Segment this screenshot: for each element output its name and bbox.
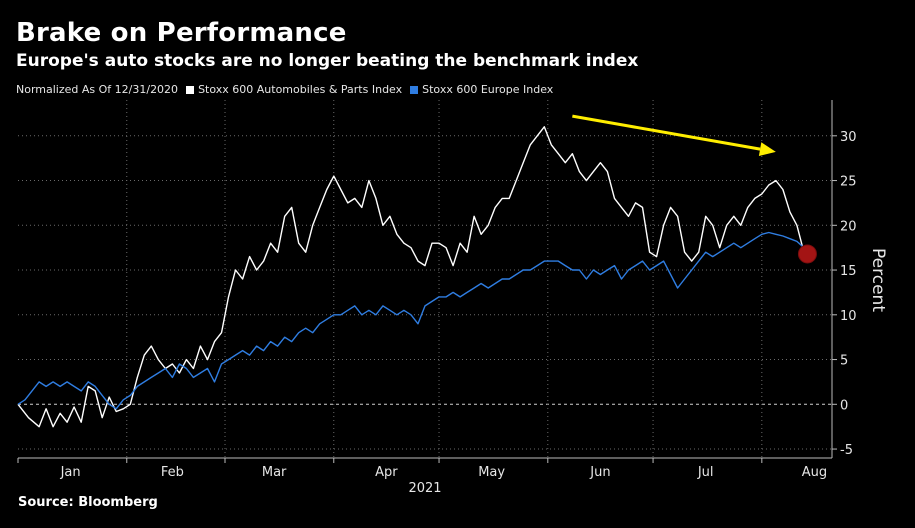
series-lines xyxy=(17,126,805,428)
y-tick-label: 20 xyxy=(840,219,857,234)
x-tick-label: Mar xyxy=(262,465,287,480)
x-tick-label: Aug xyxy=(802,465,827,480)
y-tick-label: 0 xyxy=(840,398,848,413)
y-tick-label: 25 xyxy=(840,175,857,190)
y-tick-label: 10 xyxy=(840,309,857,324)
x-axis-label: 2021 xyxy=(408,481,441,496)
legend-note: Normalized As Of 12/31/2020 xyxy=(16,83,179,96)
grid xyxy=(18,100,832,458)
y-tick-label: 30 xyxy=(840,130,857,145)
legend-swatch-autos xyxy=(186,85,195,94)
axes xyxy=(17,100,837,463)
x-tick-label: Jun xyxy=(589,465,610,480)
x-tick-label: Apr xyxy=(375,465,398,480)
x-tick-label: Jan xyxy=(60,465,81,480)
x-tick-label: May xyxy=(478,465,505,480)
chart-title: Brake on Performance xyxy=(16,18,347,48)
series-line-europe xyxy=(17,231,805,410)
source-note: Source: Bloomberg xyxy=(18,495,158,510)
annotations xyxy=(572,114,817,264)
legend-item-europe: Stoxx 600 Europe Index xyxy=(410,83,553,96)
x-tick-label: Feb xyxy=(161,465,184,480)
y-axis-label: Percent xyxy=(868,248,888,312)
annotation-marker xyxy=(797,244,817,264)
y-tick-label: 5 xyxy=(840,354,848,369)
annotation-arrow-head xyxy=(758,142,776,157)
series-line-autos xyxy=(17,126,805,428)
axis-labels: -5 0 5 10 15 20 25 30 Jan Feb Mar Apr May Jun Jul Aug 20… xyxy=(60,130,888,496)
legend-label-europe: Stoxx 600 Europe Index xyxy=(422,83,554,96)
legend-item-autos: Stoxx 600 Automobiles & Parts Index xyxy=(186,83,402,96)
y-tick-label: -5 xyxy=(840,443,853,458)
y-tick-label: 15 xyxy=(840,264,857,279)
legend-label-autos: Stoxx 600 Automobiles & Parts Index xyxy=(198,83,403,96)
legend-swatch-europe xyxy=(410,85,419,94)
annotation-arrow-shaft xyxy=(572,114,761,151)
x-tick-label: Jul xyxy=(697,465,714,480)
legend: Normalized As Of 12/31/2020 Stoxx 600 Au… xyxy=(16,83,553,96)
chart-subtitle: Europe's auto stocks are no longer beati… xyxy=(16,51,639,71)
